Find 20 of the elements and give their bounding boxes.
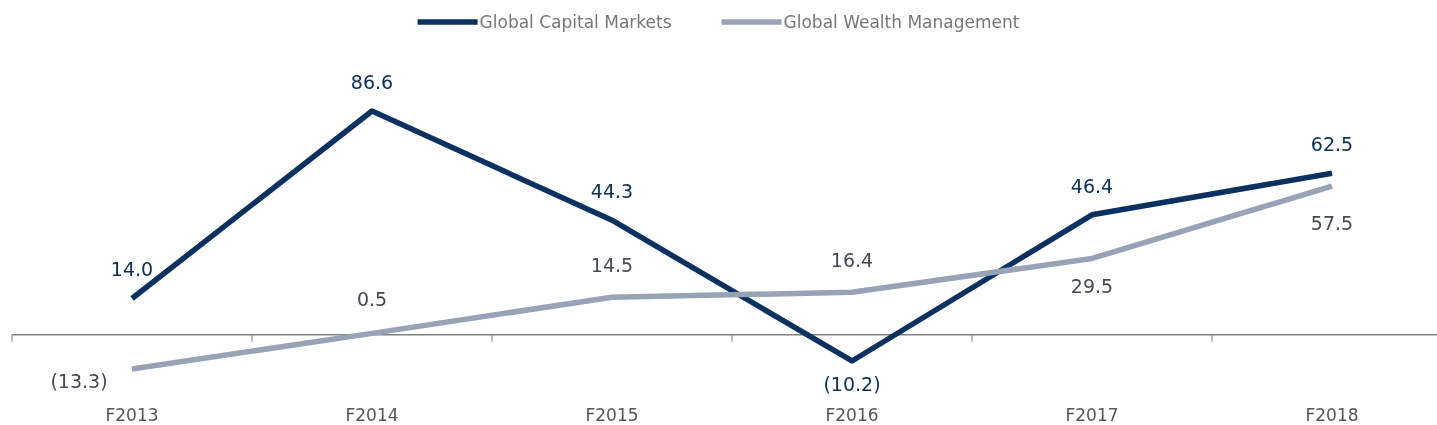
data-label: (10.2): [823, 372, 881, 395]
data-label: 62.5: [1310, 133, 1354, 156]
x-tick-label: F2016: [825, 405, 879, 425]
data-label: 57.5: [1310, 212, 1354, 235]
legend-label: Global Capital Markets: [479, 12, 672, 32]
data-label: 29.5: [1070, 275, 1114, 298]
data-label: 14.5: [590, 254, 634, 277]
data-label: 16.4: [830, 249, 874, 272]
x-tick-label: F2013: [105, 405, 159, 425]
legend-label: Global Wealth Management: [783, 12, 1020, 32]
data-label: 44.3: [590, 180, 634, 203]
data-label: 0.5: [356, 288, 388, 311]
x-tick-label: F2018: [1305, 405, 1359, 425]
data-label: 46.4: [1070, 174, 1114, 197]
x-tick-label: F2014: [345, 405, 399, 425]
x-tick-label: F2015: [585, 405, 639, 425]
data-label: (13.3): [50, 370, 108, 392]
x-tick-label: F2017: [1065, 405, 1119, 425]
data-label: 86.6: [350, 71, 394, 93]
data-label: 14.0: [110, 258, 154, 281]
